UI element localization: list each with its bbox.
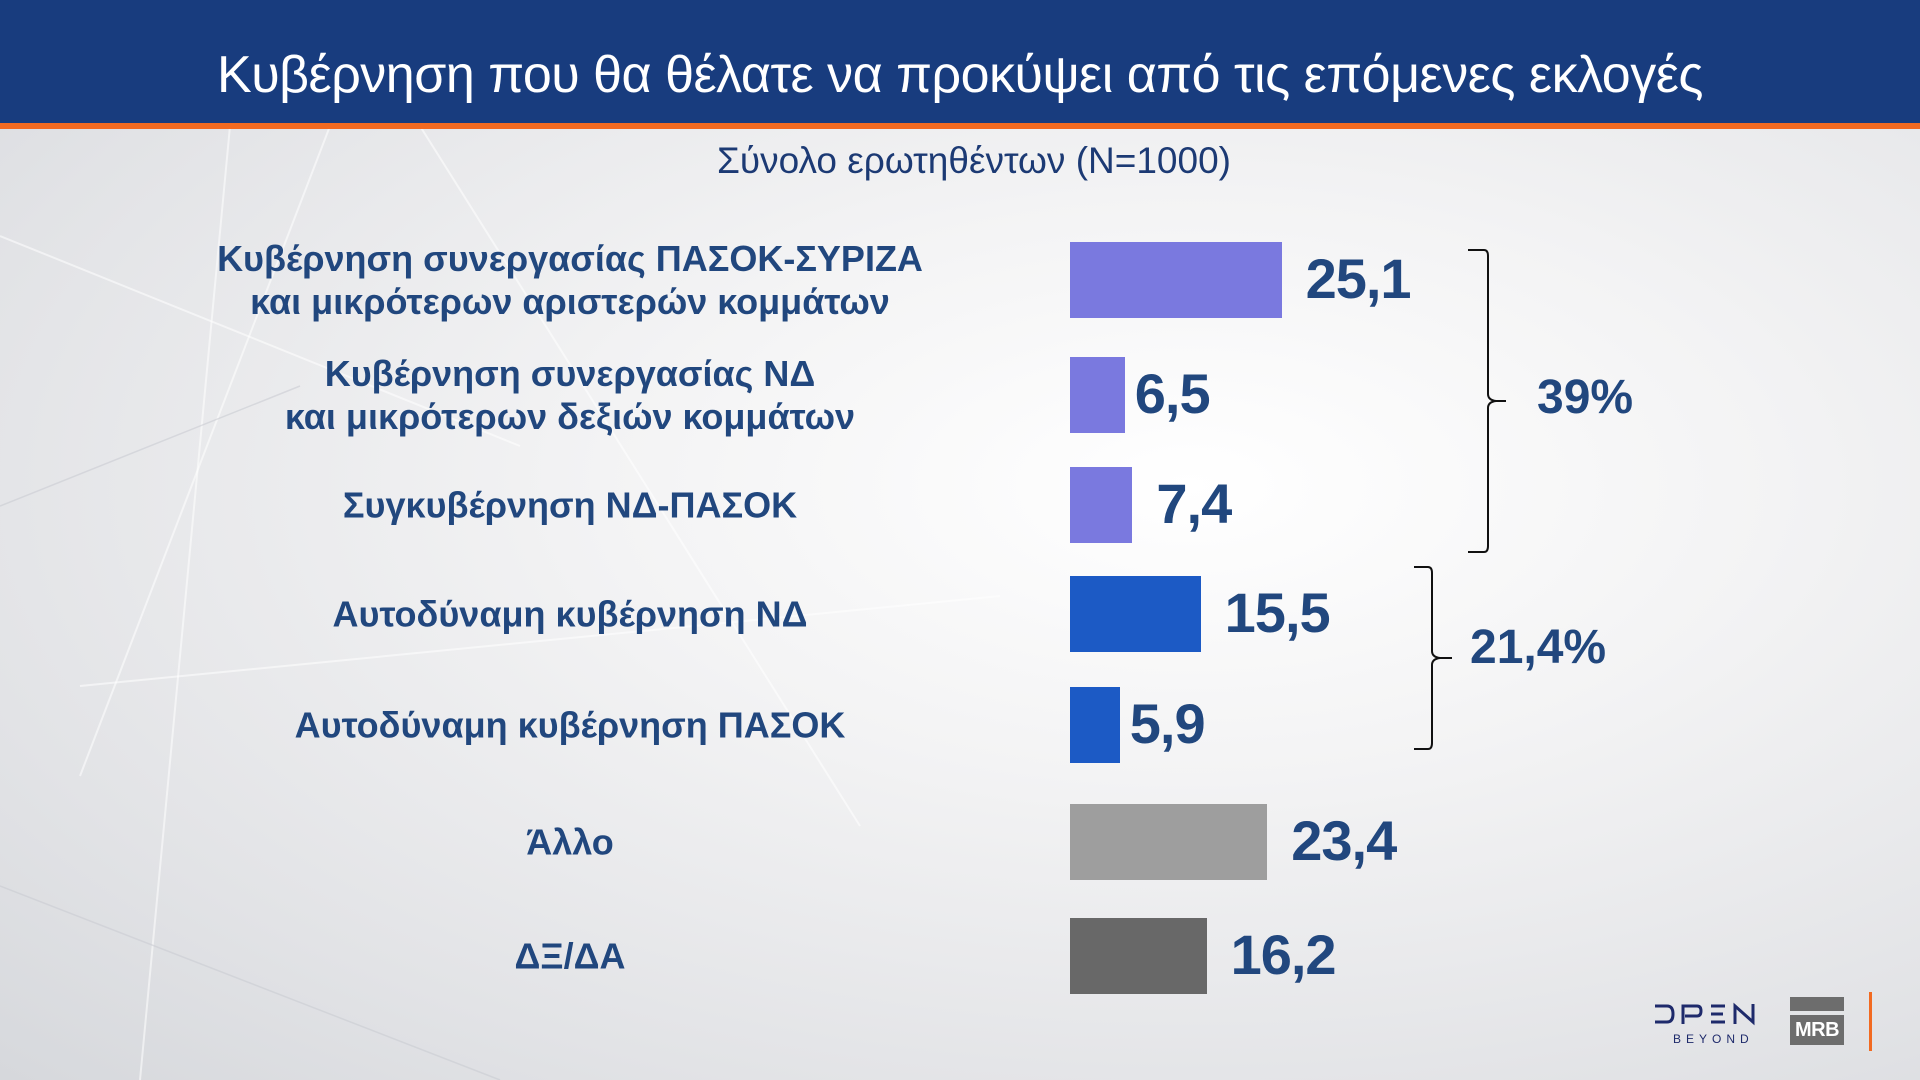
bar-value-label: 6,5	[1134, 362, 1211, 426]
logo-divider	[1869, 992, 1872, 1051]
bar-value-label: 16,2	[1230, 923, 1337, 987]
category-label-line: Κυβέρνηση συνεργασίας ΝΔ	[324, 353, 816, 394]
bar	[1070, 242, 1282, 318]
chart-row: Αυτοδύναμη κυβέρνηση ΝΔ 15,5	[0, 576, 1920, 652]
chart-row: Άλλο 23,4	[0, 804, 1920, 880]
group-total-1: 39%	[1537, 371, 1634, 424]
category-label-line: Συγκυβέρνηση ΝΔ-ΠΑΣΟΚ	[342, 484, 798, 526]
open-logo-subtext: BEYOND	[1673, 1032, 1754, 1046]
accent-divider	[0, 123, 1920, 129]
chart-row: Αυτοδύναμη κυβέρνηση ΠΑΣΟΚ 5,9	[0, 687, 1920, 763]
category-label: Αυτοδύναμη κυβέρνηση ΠΑΣΟΚ	[120, 704, 1020, 747]
bar	[1070, 576, 1201, 652]
chart-row: Κυβέρνηση συνεργασίας ΝΔ και μικρότερων δ…	[0, 353, 1920, 437]
category-label-line: Κυβέρνηση συνεργασίας ΠΑΣΟΚ-ΣΥΡΙΖΑ	[217, 238, 923, 279]
category-label: Κυβέρνηση συνεργασίας ΝΔ και μικρότερων δ…	[120, 352, 1020, 438]
bar	[1070, 918, 1207, 994]
bar	[1070, 467, 1133, 543]
chart-row: ΔΞ/ΔΑ 16,2	[0, 918, 1920, 994]
open-beyond-logo: BEYOND	[1653, 1002, 1763, 1046]
chart-row: Κυβέρνηση συνεργασίας ΠΑΣΟΚ-ΣΥΡΙΖΑ και μι…	[0, 238, 1920, 322]
category-label-line: και μικρότερων δεξιών κομμάτων	[284, 396, 856, 437]
category-label: ΔΞ/ΔΑ	[120, 935, 1020, 978]
category-label-line: και μικρότερων αριστερών κομμάτων	[250, 281, 890, 322]
mrb-logo: MRB	[1790, 997, 1844, 1045]
category-label-line: ΔΞ/ΔΑ	[514, 935, 626, 977]
category-label-line: Αυτοδύναμη κυβέρνηση ΝΔ	[332, 593, 808, 635]
bar-value-label: 15,5	[1224, 581, 1331, 645]
category-label: Άλλο	[120, 821, 1020, 864]
bar	[1070, 804, 1268, 880]
open-logo-icon	[1655, 1002, 1755, 1026]
brace-group-2-icon	[1414, 566, 1452, 750]
category-label: Κυβέρνηση συνεργασίας ΠΑΣΟΚ-ΣΥΡΙΖΑ και μι…	[120, 237, 1020, 323]
bar	[1070, 357, 1125, 433]
category-label-line: Αυτοδύναμη κυβέρνηση ΠΑΣΟΚ	[294, 704, 846, 746]
bar	[1070, 687, 1120, 763]
bar-value-label: 5,9	[1129, 692, 1206, 756]
brace-group-1-icon	[1468, 249, 1506, 553]
group-total-2: 21,4%	[1470, 621, 1607, 674]
bar-value-label: 7,4	[1156, 472, 1232, 536]
category-label-line: Άλλο	[526, 821, 614, 863]
chart-title: Κυβέρνηση που θα θέλατε να προκύψει από …	[217, 46, 1703, 104]
mrb-logo-text: MRB	[1790, 1015, 1844, 1045]
chart-subtitle: Σύνολο ερωτηθέντων (Ν=1000)	[717, 140, 1231, 181]
title-bar: Κυβέρνηση που θα θέλατε να προκύψει από …	[0, 0, 1920, 123]
bar-value-label: 25,1	[1305, 247, 1412, 311]
chart-row: Συγκυβέρνηση ΝΔ-ΠΑΣΟΚ 7,4	[0, 467, 1920, 543]
category-label: Αυτοδύναμη κυβέρνηση ΝΔ	[120, 593, 1020, 636]
bar-value-label: 23,4	[1291, 809, 1397, 873]
mrb-logo-bar	[1790, 997, 1844, 1011]
category-label: Συγκυβέρνηση ΝΔ-ΠΑΣΟΚ	[120, 484, 1020, 527]
